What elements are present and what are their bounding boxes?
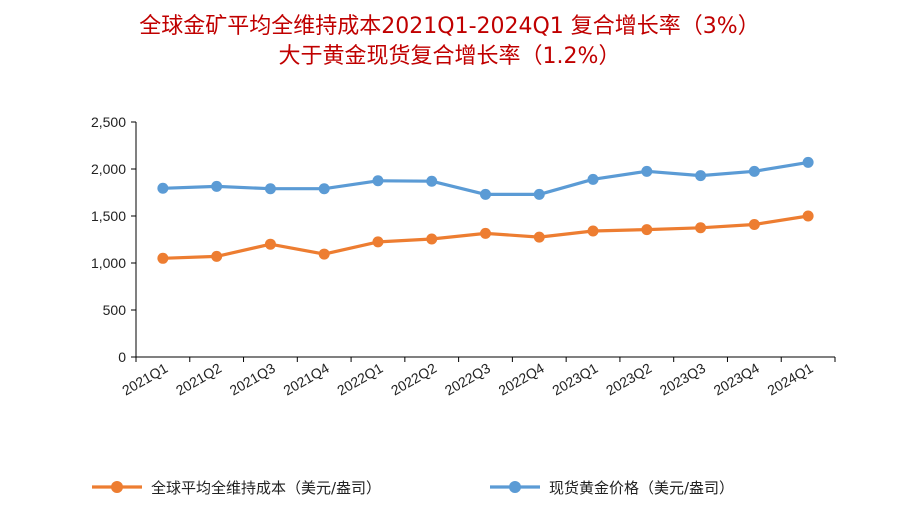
x-tick-label: 2021Q2 [173,360,224,399]
x-tick-label: 2021Q3 [227,360,278,399]
data-point [264,238,276,250]
x-tick-label: 2023Q3 [657,360,708,399]
y-tick-label: 500 [103,302,127,318]
data-point [426,175,438,187]
data-point [802,156,814,168]
x-tick-label: 2021Q4 [281,360,332,399]
y-tick-label: 1,500 [91,208,126,224]
data-point [372,236,384,248]
data-point [695,222,707,234]
y-tick-label: 1,000 [91,255,126,271]
chart-title: 全球金矿平均全维持成本2021Q1-2024Q1 复合增长率（3%） 大于黄金现… [0,12,899,72]
data-point [802,210,814,222]
x-tick-label: 2023Q2 [603,360,654,399]
y-tick-label: 0 [118,349,126,365]
legend-label-1: 全球平均全维持成本（美元/盎司） [151,479,381,497]
legend-marker-1 [111,481,123,493]
data-point [748,218,760,230]
data-point [211,180,223,192]
data-point [641,224,653,236]
chart-legend: 全球平均全维持成本（美元/盎司） 现货黄金价格（美元/盎司） [92,479,734,497]
x-tick-label: 2023Q1 [549,360,600,399]
data-point [157,182,169,194]
x-tick-label: 2023Q4 [711,360,762,399]
data-point [318,183,330,195]
x-tick-label: 2021Q1 [119,360,170,399]
data-point [480,188,491,200]
data-point [587,173,599,185]
data-point [211,250,223,262]
data-point [533,188,545,200]
x-tick-label: 2022Q3 [442,360,493,399]
legend-label-2: 现货黄金价格（美元/盎司） [549,479,734,497]
data-point [264,183,276,195]
data-point [587,225,599,237]
data-point [533,231,545,243]
y-tick-label: 2,500 [91,114,126,130]
x-tick-label: 2022Q4 [496,360,547,399]
data-point [318,248,330,260]
data-point [426,233,438,245]
data-point [748,165,760,177]
title-line-1: 全球金矿平均全维持成本2021Q1-2024Q1 复合增长率（3%） [139,14,760,39]
x-tick-label: 2024Q1 [764,360,815,399]
legend-marker-2 [509,481,521,493]
data-point [641,165,653,177]
y-tick-label: 2,000 [91,161,126,177]
x-tick-label: 2022Q1 [334,360,385,399]
title-line-2: 大于黄金现货复合增长率（1.2%） [278,44,621,69]
chart-series [157,156,814,264]
x-tick-label: 2022Q2 [388,360,439,399]
data-point [372,175,384,187]
data-point [480,227,491,239]
chart-axes [131,121,836,362]
x-axis-tick-labels: 2021Q1 2021Q2 2021Q3 2021Q4 2022Q1 2022Q2 2022… [119,360,816,399]
y-axis-tick-labels: 0 500 1,000 1,500 2,000 2,500 [91,114,126,365]
data-point [695,170,707,182]
data-point [157,252,169,264]
